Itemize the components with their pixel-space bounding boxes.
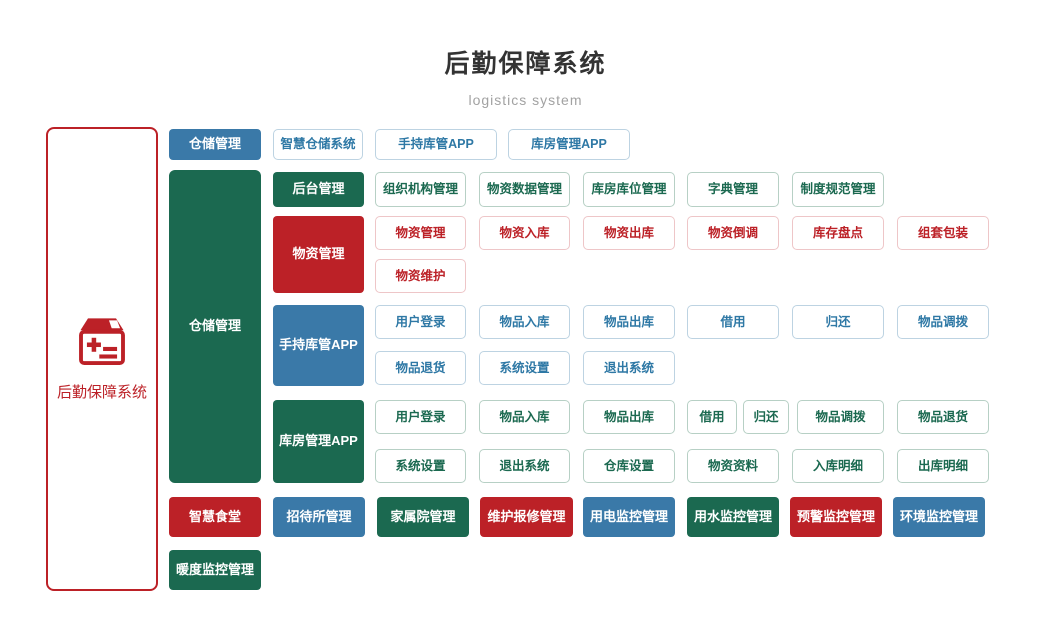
node-hh-system-settings: 系统设置 [479, 351, 570, 385]
node-backend-mgmt: 后台管理 [273, 172, 364, 207]
node-kit-packaging: 组套包装 [897, 216, 989, 250]
node-material-data-mgmt: 物资数据管理 [479, 172, 570, 207]
node-warehouse-mgmt-main: 仓储管理 [169, 170, 261, 483]
node-material-outbound: 物资出库 [583, 216, 675, 250]
node-env-monitoring: 环境监控管理 [893, 497, 985, 537]
page-title: 后勤保障系统 [444, 50, 607, 78]
node-smart-canteen: 智慧食堂 [169, 497, 261, 537]
node-sr-item-return: 物品退货 [897, 400, 989, 434]
node-hh-item-allocation: 物品调拨 [897, 305, 989, 339]
node-sr-return: 归还 [743, 400, 789, 434]
node-hh-item-outbound: 物品出库 [583, 305, 675, 339]
node-warehouse-mgmt: 仓储管理 [169, 129, 261, 160]
node-sr-material-info: 物资资料 [687, 449, 779, 483]
node-smart-warehouse-system: 智慧仓储系统 [273, 129, 363, 160]
supply-box-icon [74, 316, 130, 371]
node-handheld-inventory-app: 手持库管APP [375, 129, 497, 160]
node-sr-item-allocation: 物品调拨 [797, 400, 884, 434]
node-org-structure-mgmt: 组织机构管理 [375, 172, 466, 207]
node-temperature-monitoring: 暖度监控管理 [169, 550, 261, 590]
node-hh-item-inbound: 物品入库 [479, 305, 570, 339]
node-hh-user-login: 用户登录 [375, 305, 466, 339]
node-family-housing-mgmt: 家属院管理 [377, 497, 469, 537]
node-material-transfer: 物资倒调 [687, 216, 779, 250]
node-sr-user-login: 用户登录 [375, 400, 466, 434]
node-electricity-monitoring: 用电监控管理 [583, 497, 675, 537]
node-handheld-app-group: 手持库管APP [273, 305, 364, 386]
node-sr-item-outbound: 物品出库 [583, 400, 675, 434]
node-sr-inbound-detail: 入库明细 [792, 449, 884, 483]
node-storeroom-app-group: 库房管理APP [273, 400, 364, 483]
node-storeroom-location-mgmt: 库房库位管理 [583, 172, 675, 207]
node-material-maintenance: 物资维护 [375, 259, 466, 293]
node-stock-count: 库存盘点 [792, 216, 884, 250]
node-material-mgmt-group: 物资管理 [273, 216, 364, 293]
node-sr-borrow: 借用 [687, 400, 737, 434]
root-node-label: 后勤保障系统 [56, 384, 147, 401]
node-material-mgmt: 物资管理 [375, 216, 466, 250]
node-hh-item-return: 物品退货 [375, 351, 466, 385]
node-dictionary-mgmt: 字典管理 [687, 172, 779, 207]
node-guesthouse-mgmt: 招待所管理 [273, 497, 365, 537]
page-header: 后勤保障系统 logistics system [0, 44, 1051, 108]
node-hh-exit-system: 退出系统 [583, 351, 675, 385]
node-alert-monitoring: 预警监控管理 [790, 497, 882, 537]
root-node: 后勤保障系统 [46, 127, 158, 591]
node-material-inbound: 物资入库 [479, 216, 570, 250]
node-hh-return: 归还 [792, 305, 884, 339]
node-sr-system-settings: 系统设置 [375, 449, 466, 483]
node-sr-exit-system: 退出系统 [479, 449, 570, 483]
node-sr-outbound-detail: 出库明细 [897, 449, 989, 483]
node-regulation-mgmt: 制度规范管理 [792, 172, 884, 207]
node-hh-borrow: 借用 [687, 305, 779, 339]
node-maintenance-repair-mgmt: 维护报修管理 [480, 497, 573, 537]
node-sr-item-inbound: 物品入库 [479, 400, 570, 434]
page-subtitle: logistics system [468, 92, 583, 108]
node-water-monitoring: 用水监控管理 [687, 497, 779, 537]
node-sr-warehouse-settings: 仓库设置 [583, 449, 675, 483]
node-storeroom-mgmt-app: 库房管理APP [508, 129, 630, 160]
